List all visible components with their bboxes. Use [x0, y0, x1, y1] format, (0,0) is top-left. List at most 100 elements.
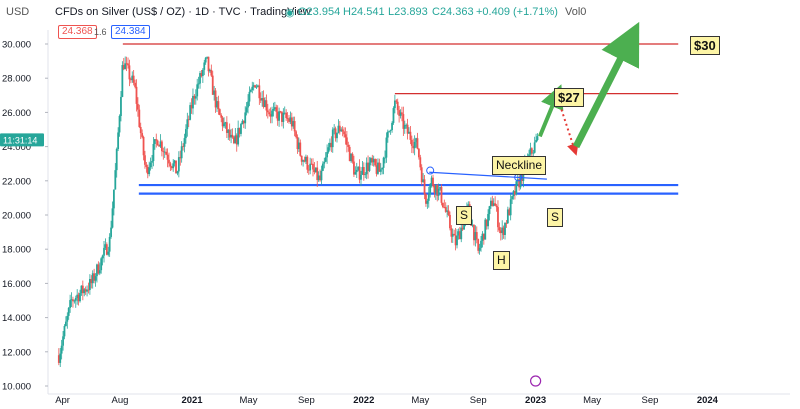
candle-body — [395, 100, 398, 102]
bid-price-box[interactable]: 24.368 — [58, 25, 97, 39]
candle-body — [461, 227, 464, 230]
candle-body — [186, 119, 189, 130]
x-tick-label: 2024 — [697, 395, 719, 406]
candle-body — [512, 191, 515, 197]
candle-body — [372, 159, 375, 163]
candle-body — [330, 142, 333, 148]
ohlc-close: C24.363 — [432, 6, 474, 18]
candle-body — [103, 247, 105, 256]
candle-body — [413, 141, 416, 149]
candle-body — [136, 103, 139, 110]
candle-body — [242, 120, 245, 124]
candle-body — [237, 127, 240, 145]
candle-body — [83, 289, 86, 294]
candle-body — [159, 141, 162, 147]
ask-price-box[interactable]: 24.384 — [111, 25, 150, 39]
left-shoulder-label: S — [456, 206, 473, 225]
candle-body — [170, 166, 173, 169]
candle-body — [240, 124, 242, 134]
candle-body — [505, 223, 508, 224]
candle-body — [307, 169, 310, 171]
candle-body — [344, 134, 347, 138]
candle-body — [453, 233, 456, 236]
candle-body — [62, 336, 64, 346]
candle-body — [282, 112, 285, 122]
candle-body — [302, 160, 305, 162]
y-tick-label: 24.000 — [2, 142, 31, 153]
candle-body — [192, 95, 194, 109]
candle-body — [227, 129, 230, 133]
projection-arrow-up — [572, 21, 640, 149]
x-tick-label: 2023 — [525, 395, 546, 406]
candle-body — [200, 73, 203, 77]
candle-body — [353, 161, 355, 175]
currency-label[interactable]: USD — [6, 6, 30, 18]
candle-body — [288, 118, 290, 122]
target-27-label: $27 — [554, 88, 584, 107]
candle-body — [230, 134, 232, 138]
x-tick-label: Sep — [642, 395, 659, 406]
candle-body — [449, 214, 451, 229]
candle-body — [309, 163, 312, 171]
candle-body — [410, 139, 413, 146]
candle-body — [374, 159, 377, 166]
last-price-time: 11:31:14 — [3, 135, 37, 145]
candle-body — [176, 171, 179, 174]
candle-body — [207, 56, 210, 72]
candle-body — [245, 107, 248, 113]
candle-body — [419, 157, 422, 168]
candle-body — [478, 247, 481, 251]
candle-body — [490, 200, 492, 207]
candle-body — [333, 128, 336, 130]
candle-body — [283, 112, 286, 114]
target-30-label: $30 — [690, 36, 720, 55]
candle-body — [279, 111, 282, 113]
candle-body — [530, 148, 533, 154]
chart-title: CFDs on Silver (US$ / OZ) · 1D · TVC · T… — [55, 6, 311, 18]
candle-body — [427, 194, 430, 201]
head-label: H — [493, 251, 510, 270]
candle-body — [153, 139, 156, 144]
candle-body — [509, 199, 512, 216]
candle-body — [432, 177, 434, 186]
candle-body — [519, 174, 522, 188]
ohlc-change: +0.409 (+1.71%) — [476, 6, 558, 18]
candle-body — [494, 203, 497, 206]
candle-body — [529, 148, 532, 155]
candle-body — [107, 251, 110, 255]
x-tick-label: May — [583, 395, 601, 406]
candle-body — [110, 227, 112, 237]
candle-body — [114, 170, 117, 190]
candle-body — [214, 90, 217, 108]
candle-body — [122, 65, 125, 70]
candle-body — [172, 163, 175, 169]
candle-body — [300, 155, 303, 162]
candle-body — [158, 145, 160, 147]
candle-body — [415, 138, 417, 142]
candle-body — [533, 142, 536, 153]
candle-body — [334, 128, 337, 139]
candle-body — [475, 232, 478, 240]
candle-body — [162, 151, 165, 153]
y-tick-label: 18.000 — [2, 245, 31, 256]
candle-body — [320, 170, 323, 181]
candle-body — [385, 137, 388, 158]
candle-body — [536, 136, 539, 141]
neckline-touch-marker — [426, 166, 435, 175]
candle-body — [439, 186, 441, 189]
candle-body — [223, 123, 225, 127]
candle-body — [138, 109, 141, 127]
y-tick-label: 28.000 — [2, 74, 31, 85]
candle-body — [447, 210, 450, 215]
candle-body — [364, 174, 367, 176]
candle-body — [338, 125, 341, 132]
candle-body — [362, 167, 365, 176]
x-tick-label: 2022 — [353, 395, 374, 406]
candle-body — [177, 157, 180, 172]
candle-body — [433, 185, 436, 193]
candle-body — [149, 162, 152, 168]
candle-body — [422, 179, 425, 183]
candle-body — [381, 167, 384, 170]
candle-body — [124, 63, 127, 70]
